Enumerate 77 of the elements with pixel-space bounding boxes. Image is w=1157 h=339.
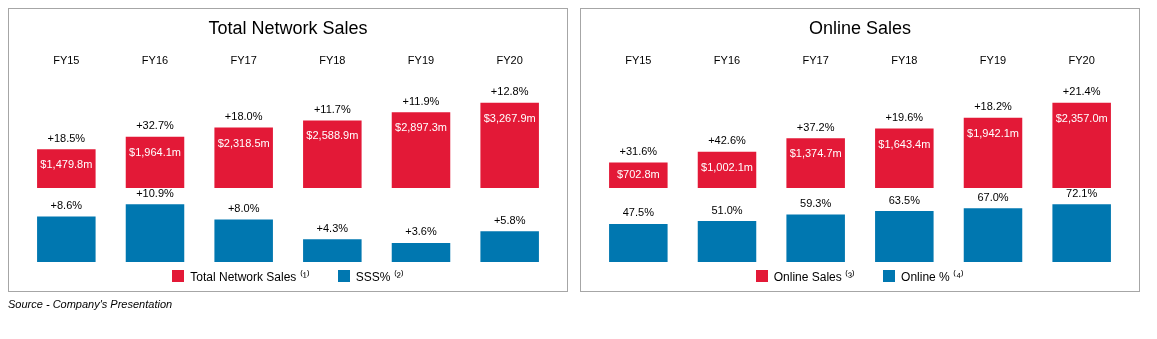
data-label: +8.0% [227, 202, 260, 215]
bar [875, 211, 934, 262]
annotation: +18.0% [224, 110, 263, 122]
bar [786, 138, 845, 188]
data-label: $1,643.4m [878, 137, 931, 150]
annotation: +18.5% [47, 131, 86, 144]
data-label: $1,374.7m [789, 147, 842, 160]
data-label: 63.5% [888, 193, 921, 206]
source-note: Source - Company's Presentation [8, 298, 174, 310]
data-label: +4.3% [316, 221, 349, 234]
data-label: 51.0% [711, 203, 743, 216]
annotation: +11.7% [313, 102, 351, 115]
annotation: +19.6% [885, 111, 924, 124]
bar [480, 231, 539, 262]
annotation: +11.9% [402, 94, 440, 107]
x-tick-label: FY20 [1068, 54, 1095, 67]
x-tick-label: FY19 [407, 54, 435, 67]
chart-title: Total Network Sales [208, 17, 368, 38]
bar [875, 128, 934, 188]
bar [963, 208, 1023, 262]
bar [480, 102, 539, 188]
bar [391, 242, 451, 262]
data-label: $1,942.1m [967, 126, 1019, 139]
bar [125, 204, 185, 262]
data-label: $1,002.1m [701, 160, 753, 173]
x-tick-label: FY19 [979, 54, 1007, 67]
bar [609, 223, 668, 262]
legend-label: SSS% ⁽²⁾ [355, 268, 404, 285]
bar [37, 149, 96, 188]
data-label: $2,318.5m [217, 136, 270, 149]
annotation: +12.8% [490, 85, 529, 98]
data-label: $2,357.0m [1055, 111, 1108, 124]
bar [37, 216, 96, 262]
legend-label: Total Network Sales ⁽¹⁾ [190, 268, 310, 285]
annotation: +32.7% [136, 119, 175, 132]
data-label: +8.6% [50, 198, 83, 211]
bar [963, 117, 1023, 188]
data-label: +5.8% [493, 213, 526, 226]
data-label: 59.3% [800, 196, 832, 209]
x-tick-label: FY15 [625, 54, 652, 67]
x-tick-label: FY15 [53, 54, 80, 67]
bar [303, 239, 362, 262]
bar [303, 120, 362, 188]
x-tick-label: FY20 [496, 54, 523, 67]
annotation: +18.2% [974, 100, 1013, 113]
x-tick-label: FY17 [230, 54, 257, 67]
data-label: +3.6% [405, 225, 437, 238]
legend-label: Online % ⁽⁴⁾ [901, 268, 965, 285]
legend-label: Online Sales ⁽³⁾ [773, 268, 856, 285]
bar [125, 136, 185, 188]
bar [214, 219, 273, 262]
data-label: $2,588.9m [306, 129, 359, 142]
annotation: +21.4% [1062, 85, 1101, 98]
bar [1052, 204, 1111, 262]
data-label: $702.8m [616, 168, 660, 181]
x-tick-label: FY17 [802, 54, 829, 67]
data-label: +10.9% [136, 186, 175, 199]
data-label: $3,267.9m [483, 111, 536, 124]
bar [214, 127, 273, 188]
data-label: $1,964.1m [129, 145, 181, 158]
bar [391, 112, 451, 188]
data-label: 72.1% [1066, 186, 1098, 199]
x-tick-label: FY16 [713, 54, 741, 67]
data-label: 47.5% [622, 206, 655, 219]
data-label: $2,897.3m [395, 121, 447, 134]
bar [697, 221, 757, 262]
bar [786, 214, 845, 262]
annotation: +42.6% [708, 134, 747, 147]
x-tick-label: FY16 [141, 54, 169, 67]
bar [1052, 102, 1111, 188]
annotation: +31.6% [619, 145, 658, 158]
x-tick-label: FY18 [319, 54, 346, 67]
annotation: +37.2% [796, 120, 835, 133]
data-label: $1,479.8m [40, 158, 93, 171]
data-label: 67.0% [977, 190, 1009, 203]
chart-title: Online Sales [808, 17, 912, 38]
x-tick-label: FY18 [891, 54, 918, 67]
